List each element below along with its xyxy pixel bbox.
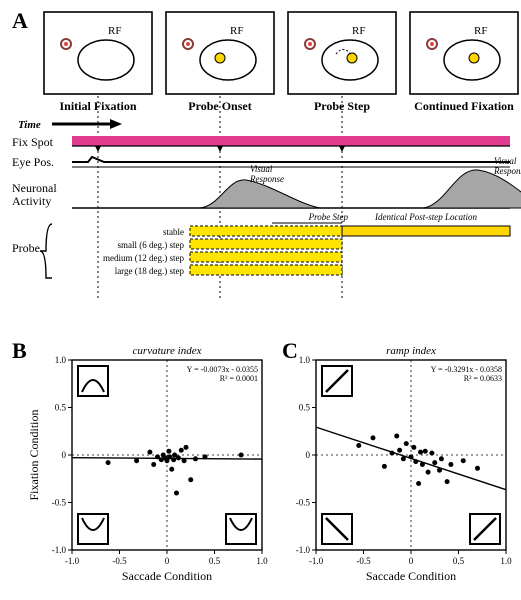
svg-text:-0.5: -0.5 bbox=[296, 498, 311, 508]
svg-text:1.0: 1.0 bbox=[500, 556, 512, 566]
scatter-point bbox=[184, 445, 189, 450]
svg-text:-1.0: -1.0 bbox=[52, 545, 67, 555]
scatter-point bbox=[409, 454, 414, 459]
svg-text:0: 0 bbox=[165, 556, 170, 566]
probe-bar bbox=[190, 252, 342, 262]
svg-text:VisualResponse: VisualResponse bbox=[493, 156, 521, 176]
stage-panel: RF Continued Fixation bbox=[410, 12, 518, 113]
fit-annotation: Y = -0.3291x - 0.0358R² = 0.0633 bbox=[431, 365, 502, 383]
panel-label-c: C bbox=[282, 338, 298, 363]
scatter-point bbox=[193, 456, 198, 461]
svg-text:RF: RF bbox=[230, 25, 243, 37]
x-axis-label: Saccade Condition bbox=[366, 569, 456, 583]
fixspot-bar bbox=[72, 136, 510, 146]
scatter-point bbox=[423, 449, 428, 454]
figure-svg: ARFInitial FixationRFProbe OnsetRFProbe … bbox=[0, 0, 521, 600]
scatter-point bbox=[174, 491, 179, 496]
svg-text:-1.0: -1.0 bbox=[65, 556, 80, 566]
scatter-point bbox=[171, 457, 176, 462]
svg-text:0.5: 0.5 bbox=[209, 556, 221, 566]
svg-text:-0.5: -0.5 bbox=[112, 556, 127, 566]
probe-row-label: medium (12 deg.) step bbox=[103, 253, 184, 263]
scatter-point bbox=[188, 477, 193, 482]
svg-text:-1.0: -1.0 bbox=[309, 556, 324, 566]
svg-text:RF: RF bbox=[474, 25, 487, 37]
eyepos-trace bbox=[72, 157, 510, 162]
x-axis-label: Saccade Condition bbox=[122, 569, 212, 583]
scatter-point bbox=[401, 456, 406, 461]
svg-text:0.5: 0.5 bbox=[299, 403, 311, 413]
row-label: Probe bbox=[12, 241, 40, 255]
scatter-point bbox=[439, 456, 444, 461]
scatter-point bbox=[169, 467, 174, 472]
svg-text:1.0: 1.0 bbox=[55, 355, 67, 365]
row-label: Eye Pos. bbox=[12, 155, 54, 169]
probe-bar bbox=[190, 239, 342, 249]
scatter-point bbox=[432, 460, 437, 465]
scatter-point bbox=[147, 450, 152, 455]
svg-text:1.0: 1.0 bbox=[299, 355, 311, 365]
row-label: NeuronalActivity bbox=[12, 181, 57, 208]
scatter-point bbox=[416, 481, 421, 486]
scatter-point bbox=[420, 462, 425, 467]
svg-text:Identical Post-step Location: Identical Post-step Location bbox=[374, 212, 477, 222]
svg-text:0: 0 bbox=[306, 450, 311, 460]
stage-title: Continued Fixation bbox=[414, 99, 514, 113]
scatter-point bbox=[445, 479, 450, 484]
panel-label-b: B bbox=[12, 338, 27, 363]
svg-text:1.0: 1.0 bbox=[256, 556, 268, 566]
scatter-point bbox=[461, 458, 466, 463]
scatter-point bbox=[394, 434, 399, 439]
scatter-point bbox=[418, 450, 423, 455]
fit-annotation: Y = -0.0073x - 0.0355R² = 0.0001 bbox=[187, 365, 258, 383]
svg-text:Probe Step: Probe Step bbox=[308, 212, 349, 222]
svg-text:-1.0: -1.0 bbox=[296, 545, 311, 555]
svg-text:RF: RF bbox=[352, 25, 365, 37]
scatter-point bbox=[429, 451, 434, 456]
plot-title: curvature index bbox=[133, 345, 202, 357]
scatter-point bbox=[151, 462, 156, 467]
svg-text:-0.5: -0.5 bbox=[356, 556, 371, 566]
scatter-point bbox=[397, 448, 402, 453]
probe-row-label: stable bbox=[163, 227, 184, 237]
scatter-point bbox=[382, 464, 387, 469]
svg-text:0: 0 bbox=[62, 450, 67, 460]
row-label: Fix Spot bbox=[12, 135, 54, 149]
scatter-point bbox=[203, 454, 208, 459]
scatter-point bbox=[475, 466, 480, 471]
svg-text:0.5: 0.5 bbox=[453, 556, 465, 566]
scatter-point bbox=[413, 459, 418, 464]
svg-text:RF: RF bbox=[108, 25, 121, 37]
scatter-point bbox=[371, 435, 376, 440]
svg-text:Time: Time bbox=[18, 119, 41, 131]
scatter-point bbox=[404, 441, 409, 446]
svg-text:0: 0 bbox=[409, 556, 414, 566]
scatter-point bbox=[411, 445, 416, 450]
probe-post-bar bbox=[342, 226, 510, 236]
probe-row-label: small (6 deg.) step bbox=[118, 240, 185, 250]
svg-text:-0.5: -0.5 bbox=[52, 498, 67, 508]
plot-title: ramp index bbox=[386, 345, 436, 357]
scatter-point bbox=[356, 443, 361, 448]
scatter-point bbox=[106, 460, 111, 465]
scatter-point bbox=[176, 455, 181, 460]
scatter-point bbox=[134, 458, 139, 463]
panel-label-a: A bbox=[12, 8, 28, 33]
neuronal-bump bbox=[200, 180, 320, 208]
svg-text:0.5: 0.5 bbox=[55, 403, 67, 413]
scatter-point bbox=[182, 458, 187, 463]
scatter-point bbox=[179, 448, 184, 453]
probe-bar bbox=[190, 265, 342, 275]
scatter-point bbox=[426, 470, 431, 475]
scatter-point bbox=[166, 449, 171, 454]
scatter-point bbox=[239, 453, 244, 458]
scatter-point bbox=[448, 462, 453, 467]
scatter-point bbox=[437, 468, 442, 473]
scatter-point bbox=[390, 451, 395, 456]
probe-row-label: large (18 deg.) step bbox=[115, 266, 185, 276]
y-axis-label: Fixation Condition bbox=[27, 409, 41, 500]
